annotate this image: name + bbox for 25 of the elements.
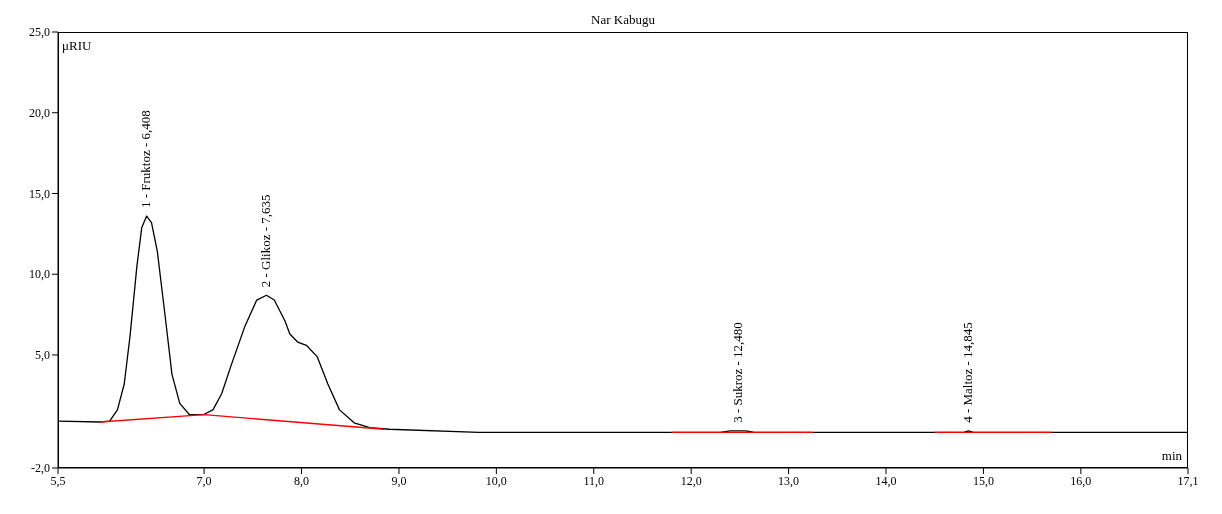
- x-axis-title: min: [1161, 448, 1182, 464]
- y-axis-title: μRIU: [62, 38, 92, 54]
- y-tick-label: -2,0: [31, 461, 50, 476]
- x-tick-label: 11,0: [583, 473, 605, 488]
- y-tick-label: 10,0: [29, 267, 50, 282]
- annotation: 1 - Fruktoz - 6,408: [138, 110, 154, 209]
- y-tick-label: 15,0: [29, 186, 50, 201]
- x-tick-label: 13,0: [778, 473, 800, 488]
- x-tick-label: 10,0: [485, 473, 507, 488]
- annotation: 4 - Maltoz - 14,845: [960, 322, 976, 423]
- x-tick-label: 5,5: [50, 473, 66, 488]
- annotation: 3 - Sukroz - 12,480: [729, 322, 745, 423]
- x-tick-label: 8,0: [294, 473, 310, 488]
- y-tick-label: 5,0: [35, 348, 50, 363]
- x-tick-label: 14,0: [875, 473, 897, 488]
- x-tick-label: 7,0: [196, 473, 212, 488]
- y-tick-label: 20,0: [29, 106, 50, 120]
- x-tick-label: 17,1: [1177, 473, 1199, 488]
- chart-title: Nar Kabugu: [590, 12, 656, 28]
- annotation: 2 - Glikoz - 7,635: [257, 194, 273, 288]
- x-tick-label: 9,0: [391, 473, 407, 488]
- x-tick-label: 16,0: [1070, 473, 1092, 488]
- x-tick-label: 15,0: [972, 473, 994, 488]
- x-tick-label: 12,0: [680, 473, 702, 488]
- y-tick-label: 25,0: [29, 25, 50, 40]
